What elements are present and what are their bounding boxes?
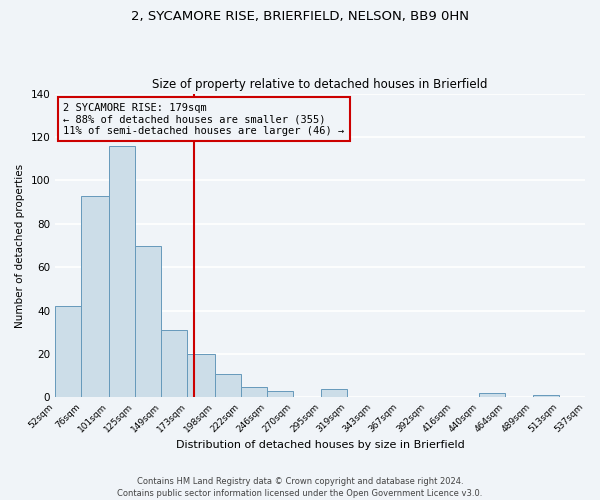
Text: Contains HM Land Registry data © Crown copyright and database right 2024.
Contai: Contains HM Land Registry data © Crown c… <box>118 476 482 498</box>
Text: 2 SYCAMORE RISE: 179sqm
← 88% of detached houses are smaller (355)
11% of semi-d: 2 SYCAMORE RISE: 179sqm ← 88% of detache… <box>63 102 344 136</box>
Text: 2, SYCAMORE RISE, BRIERFIELD, NELSON, BB9 0HN: 2, SYCAMORE RISE, BRIERFIELD, NELSON, BB… <box>131 10 469 23</box>
Bar <box>82 196 109 398</box>
Bar <box>241 386 267 398</box>
Bar <box>55 306 82 398</box>
Bar <box>135 246 161 398</box>
Bar <box>320 389 347 398</box>
Bar <box>267 391 293 398</box>
Bar <box>187 354 215 398</box>
Bar <box>533 396 559 398</box>
Title: Size of property relative to detached houses in Brierfield: Size of property relative to detached ho… <box>152 78 488 91</box>
Bar <box>215 374 241 398</box>
Bar <box>109 146 135 398</box>
Y-axis label: Number of detached properties: Number of detached properties <box>15 164 25 328</box>
X-axis label: Distribution of detached houses by size in Brierfield: Distribution of detached houses by size … <box>176 440 464 450</box>
Bar <box>479 393 505 398</box>
Bar <box>161 330 187 398</box>
